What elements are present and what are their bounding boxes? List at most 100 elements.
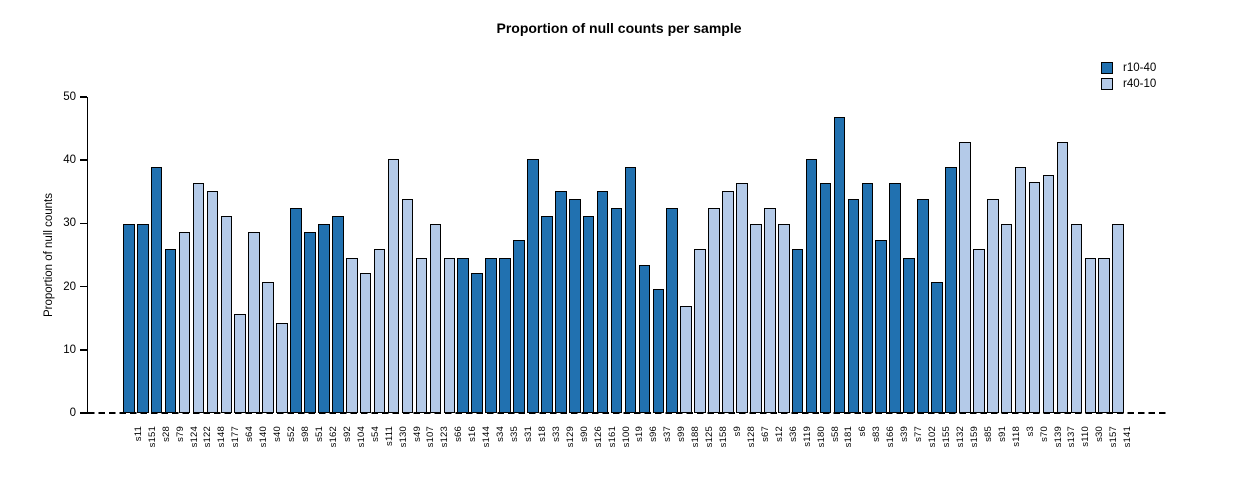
bar-s37 — [652, 289, 665, 413]
bar-s141 — [1112, 224, 1124, 413]
x-tick-label: s58 — [829, 426, 841, 442]
x-tick-label: s110 — [1080, 426, 1092, 447]
bar-s70 — [1028, 182, 1041, 413]
bar-s52 — [276, 322, 288, 413]
x-tick-label: s151 — [146, 426, 158, 448]
y-tick — [80, 349, 87, 351]
x-tick-label: s96 — [648, 426, 660, 442]
x-tick-label: s104 — [355, 426, 367, 448]
x-tick-label: s37 — [662, 426, 674, 442]
bar-s128 — [736, 182, 748, 413]
x-tick-label: s19 — [634, 426, 646, 442]
x-tick-label: s118 — [1010, 426, 1022, 447]
bar-s67 — [750, 224, 762, 413]
bar-s129 — [554, 191, 567, 413]
x-tick-label: s102 — [927, 426, 939, 448]
x-tick-label: s137 — [1066, 426, 1078, 448]
x-tick-label: s159 — [968, 426, 980, 448]
bar-s104 — [345, 257, 358, 413]
x-tick-label: s181 — [843, 426, 855, 448]
bar-s39 — [889, 182, 902, 413]
x-tick-label: s90 — [578, 426, 590, 442]
x-tick-label: s3 — [1024, 426, 1036, 437]
x-tick-label: s139 — [1052, 426, 1064, 448]
y-tick-label: 0 — [69, 407, 76, 419]
bar-s188 — [680, 306, 692, 413]
y-tick-label: 50 — [63, 91, 76, 103]
bar-s9 — [722, 191, 734, 413]
bar-s31 — [513, 240, 525, 413]
bar-s162 — [318, 224, 330, 413]
x-tick-label: s123 — [439, 426, 451, 448]
bar-s118 — [1000, 224, 1013, 413]
bar-s126 — [582, 215, 595, 413]
bar-s122 — [192, 182, 205, 413]
bar-s77 — [903, 257, 915, 413]
x-tick-label: s144 — [481, 426, 493, 448]
x-tick-label: s141 — [1122, 426, 1134, 448]
x-tick-label: s111 — [383, 426, 395, 446]
bar-s28 — [150, 166, 163, 413]
bar-s99 — [666, 207, 679, 413]
x-tick-label: s39 — [899, 426, 911, 442]
bar-s110 — [1070, 224, 1083, 413]
x-tick-label: s188 — [690, 426, 702, 448]
bar-s137 — [1056, 141, 1069, 413]
bar-s49 — [401, 199, 414, 413]
x-tick-label: s107 — [425, 426, 437, 448]
y-tick — [80, 285, 87, 288]
x-tick-label: s12 — [773, 426, 785, 442]
bar-s155 — [931, 281, 943, 413]
bar-s40 — [262, 281, 274, 413]
bar-s54 — [359, 273, 372, 413]
bar-s33 — [541, 215, 553, 413]
bar-s107 — [415, 257, 428, 413]
bar-s161 — [596, 191, 609, 413]
x-tick-label: s16 — [467, 426, 479, 442]
x-tick-label: s6 — [857, 426, 869, 437]
x-tick-label: s70 — [1038, 426, 1050, 442]
x-tick-label: s33 — [550, 426, 562, 442]
x-tick-label: s64 — [244, 426, 256, 442]
legend-item: r10-40 — [1101, 60, 1156, 76]
bar-s180 — [805, 158, 818, 413]
x-tick-label: s177 — [230, 426, 242, 448]
x-tick-label: s140 — [258, 426, 270, 448]
bar-s130 — [387, 158, 400, 413]
x-tick-label: s52 — [286, 426, 298, 442]
bar-s51 — [304, 232, 316, 413]
bar-s100 — [610, 207, 623, 413]
bar-s30 — [1084, 257, 1097, 413]
bar-s98 — [290, 207, 302, 413]
x-tick-label: s79 — [174, 426, 186, 442]
x-tick-label: s98 — [300, 426, 312, 442]
x-tick-label: s18 — [536, 426, 548, 442]
bar-s132 — [945, 166, 957, 413]
bar-s79 — [164, 248, 177, 413]
bar-s119 — [791, 248, 804, 413]
bar-s18 — [527, 158, 539, 413]
bar-s58 — [819, 182, 832, 413]
y-tick-label: 30 — [63, 217, 76, 230]
x-tick-label: s129 — [564, 426, 576, 448]
x-tick-label: s54 — [369, 426, 381, 442]
bar-s123 — [429, 224, 442, 413]
x-tick-label: s11 — [132, 426, 144, 442]
bar-s19 — [624, 166, 637, 413]
x-tick-label: s9 — [732, 426, 743, 437]
bar-s34 — [485, 257, 497, 413]
x-tick-label: s158 — [718, 426, 730, 448]
y-tick — [80, 412, 87, 414]
x-tick-label: s148 — [216, 426, 228, 448]
x-tick-label: s128 — [745, 426, 757, 448]
x-tick-label: s162 — [327, 426, 339, 448]
bar-s140 — [248, 232, 260, 413]
y-tick — [80, 96, 87, 98]
x-tick-label: s91 — [996, 426, 1008, 442]
legend-swatch-r10-40 — [1101, 62, 1113, 74]
x-tick-label: s100 — [620, 426, 632, 448]
x-tick-label: s51 — [313, 426, 325, 442]
bar-s92 — [332, 215, 344, 413]
y-tick — [80, 222, 87, 225]
